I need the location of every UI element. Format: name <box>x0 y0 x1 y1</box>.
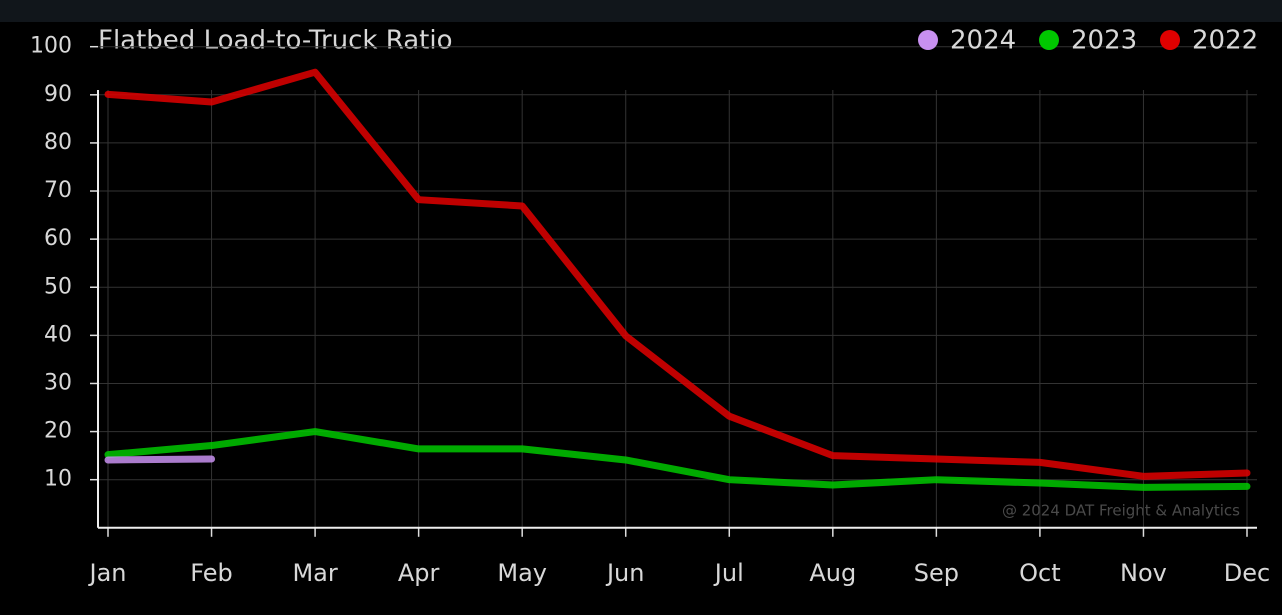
y-tick-label: 50 <box>44 274 72 299</box>
y-tick-label: 20 <box>44 419 72 444</box>
y-tick-label: 60 <box>44 226 72 251</box>
series-line <box>104 428 1251 491</box>
chart-title: Flatbed Load-to-Truck Ratio <box>98 26 453 56</box>
x-tick-label: May <box>497 559 547 587</box>
x-tick-label: Nov <box>1120 559 1167 587</box>
top-bar <box>0 0 1282 22</box>
x-tick-label: Dec <box>1224 559 1270 587</box>
legend-label: 2024 <box>950 26 1016 56</box>
y-tick-label: 10 <box>44 467 72 492</box>
series-line <box>104 68 1251 480</box>
x-tick-label: Oct <box>1019 559 1061 587</box>
legend-label: 2023 <box>1071 26 1137 56</box>
x-tick-label: Jun <box>605 559 645 587</box>
legend-label: 2022 <box>1192 26 1258 56</box>
x-tick-label: Jan <box>88 559 127 587</box>
x-tick-label: Aug <box>809 559 856 587</box>
watermark: @ 2024 DAT Freight & Analytics <box>1002 502 1240 520</box>
legend-marker <box>1039 30 1059 50</box>
y-tick-label: 30 <box>44 370 72 395</box>
x-tick-label: Feb <box>190 559 233 587</box>
x-tick-label: Apr <box>398 559 440 587</box>
x-tick-label: Sep <box>914 559 959 587</box>
legend-marker <box>1160 30 1180 50</box>
x-tick-label: Jul <box>713 559 744 587</box>
y-tick-label: 70 <box>44 178 72 203</box>
x-tick-label: Mar <box>292 559 337 587</box>
series-line <box>104 455 216 464</box>
y-tick-label: 40 <box>44 322 72 347</box>
y-tick-label: 100 <box>30 34 72 59</box>
y-tick-label: 80 <box>44 130 72 155</box>
y-tick-label: 90 <box>44 82 72 107</box>
legend-marker <box>918 30 938 50</box>
